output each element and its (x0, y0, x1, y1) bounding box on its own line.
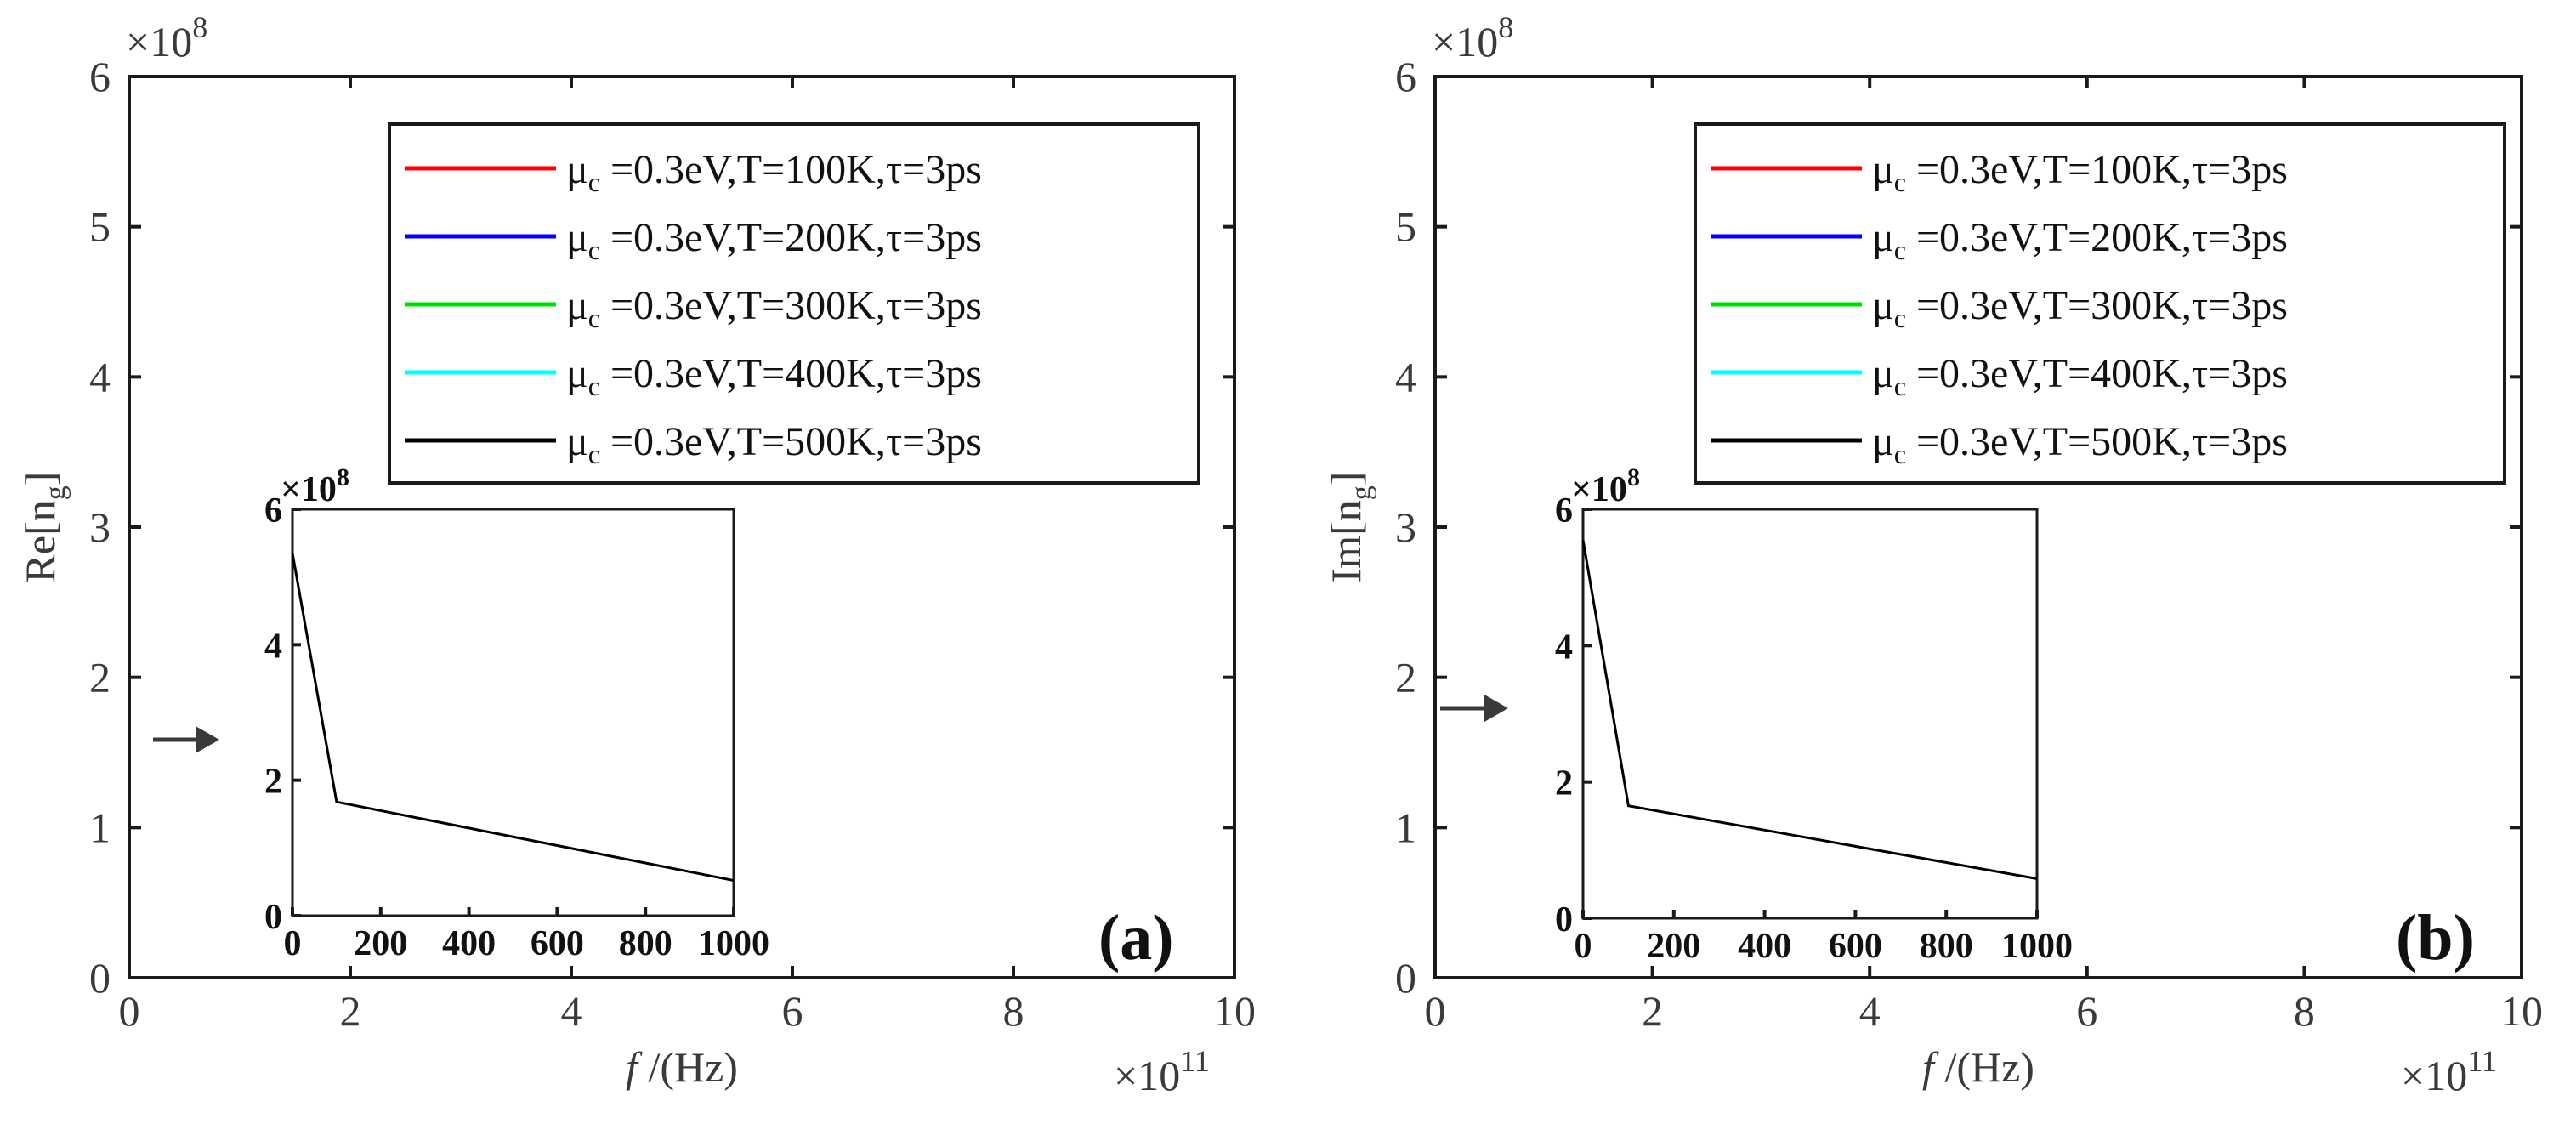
x-tick-label: 8 (2294, 987, 2315, 1035)
arrow-annotation-head (196, 726, 219, 753)
y-tick-label: 2 (1395, 654, 1416, 701)
y-axis-multiplier-exp: 8 (1498, 10, 1513, 44)
inset-series-line (1581, 539, 2038, 880)
inset-x-tick-label: 1000 (698, 924, 769, 963)
y-axis-label: Im[ng] (1322, 472, 1377, 583)
x-axis-multiplier-exp: 11 (2467, 1044, 2497, 1078)
x-tick-label: 0 (119, 987, 140, 1035)
legend-entry-2: μc =0.3eV,T=200K,τ=3ps (1872, 215, 2288, 265)
panel-label: (a) (1098, 902, 1174, 974)
inset-y-tick-label: 2 (264, 763, 282, 802)
x-tick-label: 2 (340, 987, 361, 1035)
y-tick-label: 3 (89, 503, 111, 551)
y-tick-label: 6 (1395, 53, 1416, 100)
inset-y-tick-label: 2 (1555, 764, 1573, 803)
x-tick-label: 2 (1642, 987, 1663, 1035)
x-tick-label: 6 (782, 987, 803, 1035)
inset-y-tick-label: 4 (1555, 627, 1573, 667)
legend-entry-3: μc =0.3eV,T=300K,τ=3ps (1872, 283, 2288, 333)
legend-entry-4: μc =0.3eV,T=400K,τ=3ps (1872, 351, 2288, 401)
inset-x-tick-label: 800 (1920, 927, 1973, 966)
x-tick-label: 4 (1859, 987, 1881, 1035)
legend-entry-4: μc =0.3eV,T=400K,τ=3ps (566, 351, 982, 401)
x-axis-label: f /(Hz) (1922, 1043, 2034, 1091)
x-tick-label: 6 (2076, 987, 2097, 1035)
inset-y-tick-label: 6 (1555, 491, 1573, 531)
legend-entry-2: μc =0.3eV,T=200K,τ=3ps (566, 215, 982, 265)
y-tick-label: 4 (89, 353, 111, 400)
inset-y-tick-label: 0 (1555, 900, 1573, 939)
inset-y-multiplier: ×108 (1571, 463, 1640, 509)
y-axis-multiplier-exp: 8 (192, 10, 207, 44)
y-axis-multiplier: ×108 (1432, 10, 1513, 65)
panel-label: (b) (2396, 902, 2475, 974)
y-tick-label: 2 (89, 654, 111, 701)
inset-y-tick-label: 4 (264, 627, 282, 666)
inset-frame (1581, 508, 2039, 920)
inset-series-line (291, 553, 735, 883)
y-axis-multiplier: ×108 (126, 10, 207, 65)
inset-x-tick-label: 1000 (2001, 927, 2073, 966)
inset-x-tick-label: 200 (1647, 927, 1700, 966)
inset-x-tick-label: 600 (531, 924, 584, 963)
inset-x-tick-label: 400 (1738, 927, 1791, 966)
legend-entry-5: μc =0.3eV,T=500K,τ=3ps (566, 419, 982, 469)
x-axis-multiplier: ×1011 (2401, 1044, 2497, 1099)
x-tick-label: 8 (1003, 987, 1024, 1035)
inset-y-tick-label: 0 (264, 898, 282, 937)
legend-entry-3: μc =0.3eV,T=300K,τ=3ps (566, 283, 982, 333)
inset-x-tick-label: 400 (442, 924, 496, 963)
y-tick-label: 1 (1395, 803, 1416, 851)
y-tick-label: 4 (1395, 353, 1416, 400)
inset-y-tick-label: 6 (264, 491, 282, 531)
inset-x-tick-label: 600 (1829, 927, 1882, 966)
legend-entry-1: μc =0.3eV,T=100K,τ=3ps (1872, 147, 2288, 197)
x-axis-multiplier: ×1011 (1114, 1044, 1210, 1099)
inset-frame (291, 508, 735, 917)
y-tick-label: 0 (1395, 954, 1416, 1002)
legend-entry-5: μc =0.3eV,T=500K,τ=3ps (1872, 419, 2288, 469)
inset-y-multiplier: ×108 (281, 463, 349, 509)
x-tick-label: 10 (1213, 987, 1256, 1035)
y-axis-label: Re[ng] (16, 472, 71, 583)
x-tick-label: 4 (561, 987, 582, 1035)
x-axis-label: f /(Hz) (626, 1043, 738, 1091)
x-axis-multiplier-exp: 11 (1180, 1044, 1210, 1078)
inset-x-tick-label: 0 (1575, 927, 1592, 966)
y-tick-label: 5 (89, 203, 111, 251)
y-tick-label: 5 (1395, 203, 1416, 251)
y-tick-label: 0 (89, 954, 111, 1002)
x-tick-label: 10 (2500, 987, 2543, 1035)
inset-x-tick-label: 0 (284, 924, 302, 963)
arrow-annotation-head (1484, 695, 1508, 722)
inset-x-tick-label: 800 (619, 924, 672, 963)
legend-box (388, 122, 1200, 485)
inset-x-tick-label: 200 (354, 924, 407, 963)
legend-entry-1: μc =0.3eV,T=100K,τ=3ps (566, 147, 982, 197)
y-tick-label: 3 (1395, 503, 1416, 551)
x-tick-label: 0 (1425, 987, 1446, 1035)
y-tick-label: 1 (89, 803, 111, 851)
y-tick-label: 6 (89, 53, 111, 100)
